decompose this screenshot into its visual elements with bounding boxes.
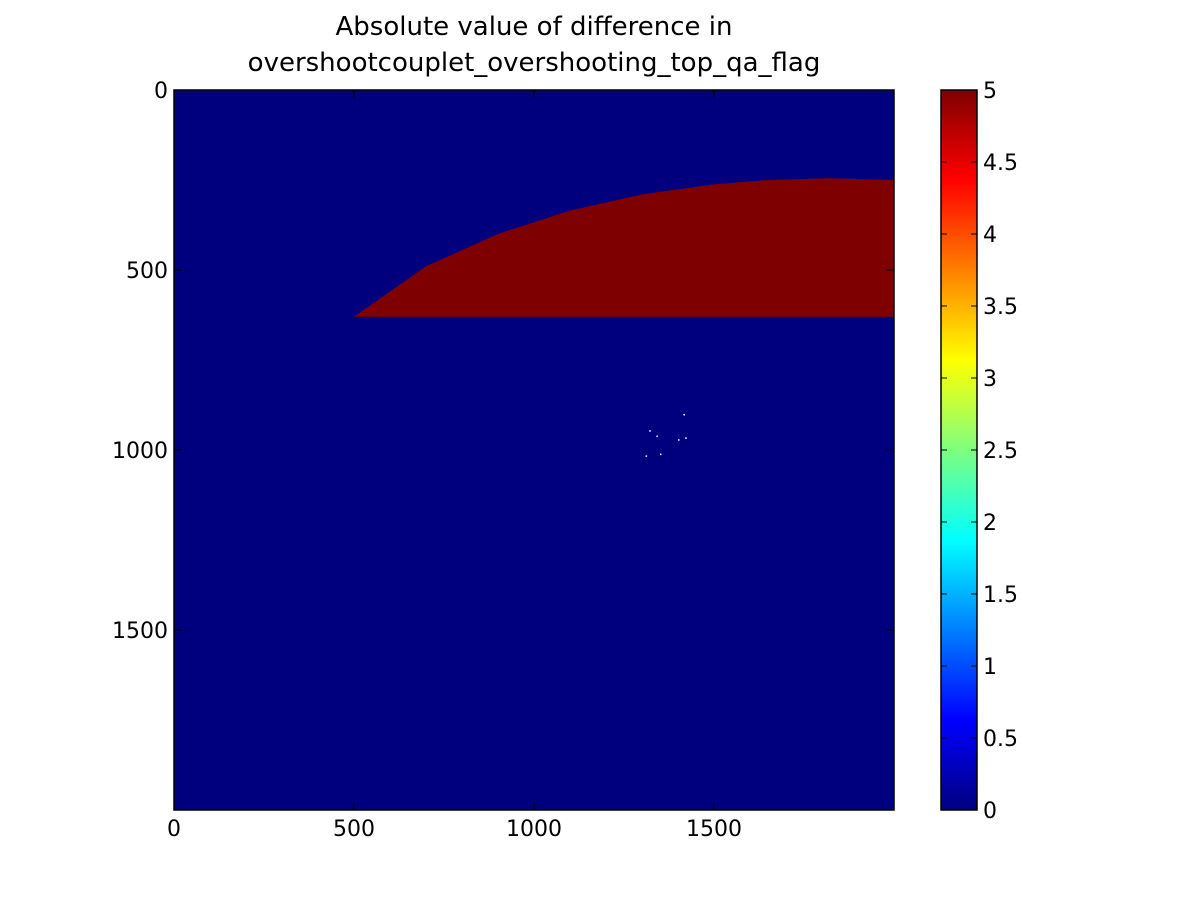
- heatmap-speckle: [645, 455, 648, 457]
- y-axis: 0 500 1000 1500: [112, 79, 894, 644]
- y-tick-label: 1500: [112, 619, 168, 644]
- heatmap-speckle: [656, 435, 658, 438]
- x-tick-label: 500: [333, 817, 375, 842]
- heatmap-speckle: [683, 414, 685, 416]
- heatmap-speckle: [685, 437, 687, 439]
- y-tick-label: 500: [126, 259, 168, 284]
- heatmap-speckle: [678, 439, 680, 441]
- x-tick-label: 1000: [506, 817, 562, 842]
- colorbar-tick-label: 1: [983, 655, 997, 680]
- colorbar-tick-label: 0: [983, 799, 997, 824]
- colorbar-tick-label: 0.5: [983, 727, 1018, 752]
- colorbar-tick-label: 4: [983, 223, 997, 248]
- colorbar-tick-label: 1.5: [983, 583, 1018, 608]
- colorbar-tick-label: 3.5: [983, 295, 1018, 320]
- heatmap-speckle: [649, 430, 651, 432]
- heatmap-speckles: [645, 414, 687, 457]
- chart-title-line-1: Absolute value of difference in: [336, 12, 733, 42]
- heatmap-speckle: [660, 453, 662, 456]
- colorbar-tick-label: 2.5: [983, 439, 1018, 464]
- colorbar-tick-label: 5: [983, 79, 997, 104]
- colorbar-tick-label: 3: [983, 367, 997, 392]
- x-tick-label: 1500: [686, 817, 742, 842]
- heatmap-region-0: [354, 178, 894, 317]
- x-tick-label: 0: [167, 817, 181, 842]
- colorbar-tick-label: 2: [983, 511, 997, 536]
- colorbar-ticks: 0 0.5 1 1.5 2 2.5 3 3.5 4 4.5 5: [941, 79, 1018, 824]
- chart-title-line-2: overshootcouplet_overshooting_top_qa_fla…: [248, 48, 821, 78]
- y-tick-label: 0: [154, 79, 168, 104]
- colorbar-tick-label: 4.5: [983, 151, 1018, 176]
- x-axis: 0 500 1000 1500: [167, 90, 742, 842]
- y-tick-label: 1000: [112, 439, 168, 464]
- colorbar: 0 0.5 1 1.5 2 2.5 3 3.5 4 4.5 5: [940, 79, 1018, 824]
- heatmap-plot: [173, 89, 895, 811]
- heatmap-regions: [354, 178, 894, 317]
